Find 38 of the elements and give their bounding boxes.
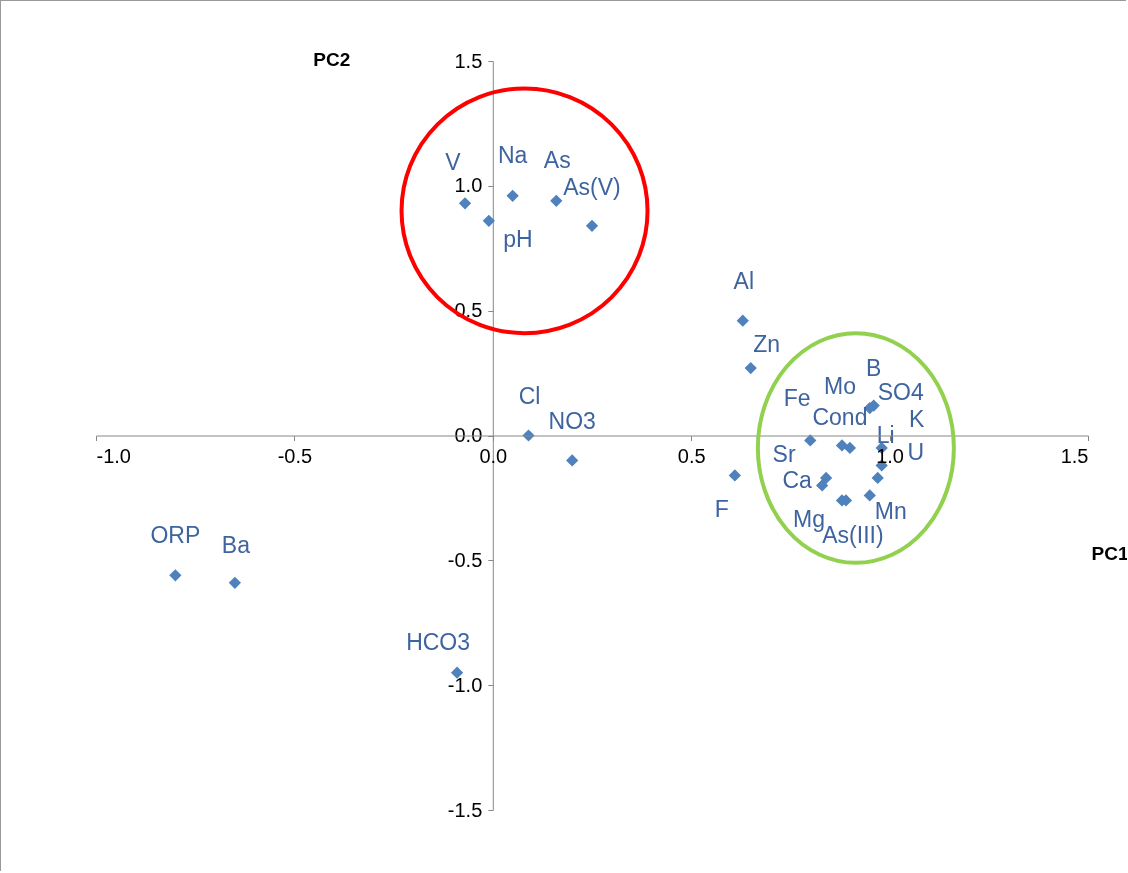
annotation: SO4 xyxy=(877,379,924,406)
annotation: Zn xyxy=(753,331,781,358)
annotation: HCO3 xyxy=(406,628,471,655)
x-tick-label: 1.5 xyxy=(1060,445,1089,467)
annotation: Li xyxy=(876,421,895,448)
annotation: Fe xyxy=(783,385,811,412)
annotation: Sr xyxy=(772,440,796,467)
annotation: Cl xyxy=(518,382,541,409)
annotation: Cond xyxy=(812,403,868,430)
y-tick-label: 1.0 xyxy=(454,174,483,197)
x-tick-label: 0.0 xyxy=(479,445,508,467)
x-tick-label: 0.5 xyxy=(677,445,706,467)
annotation: ORP xyxy=(150,522,201,549)
y-tick-label: 1.5 xyxy=(454,49,483,72)
annotation: Ba xyxy=(221,531,251,558)
annotation: NO3 xyxy=(548,408,596,435)
annotation: U xyxy=(907,438,925,465)
annotation: F xyxy=(714,496,729,523)
y-tick-label: 0.0 xyxy=(454,424,483,446)
annotation: K xyxy=(908,406,925,433)
annotation: Mn xyxy=(874,498,907,525)
y-tick-label: -1.0 xyxy=(447,673,483,696)
y-axis-title: PC2 xyxy=(313,48,351,70)
annotation: Na xyxy=(497,141,528,168)
annotation: Ca xyxy=(782,467,813,494)
annotation: B xyxy=(866,354,882,381)
y-tick-label: -0.5 xyxy=(447,548,483,571)
x-tick-label: -1.0 xyxy=(96,445,131,467)
x-tick-label: 1.0 xyxy=(876,445,905,467)
annotation: Al xyxy=(733,267,755,294)
annotation: pH xyxy=(503,225,533,252)
x-tick-label: -0.5 xyxy=(277,445,313,467)
y-tick-label: -1.5 xyxy=(447,798,483,821)
annotation: Mo xyxy=(824,373,856,400)
annotation: As xyxy=(543,146,571,173)
annotation: V xyxy=(445,149,462,176)
annotation: As(V) xyxy=(563,173,621,200)
annotation: Mg xyxy=(793,506,825,533)
